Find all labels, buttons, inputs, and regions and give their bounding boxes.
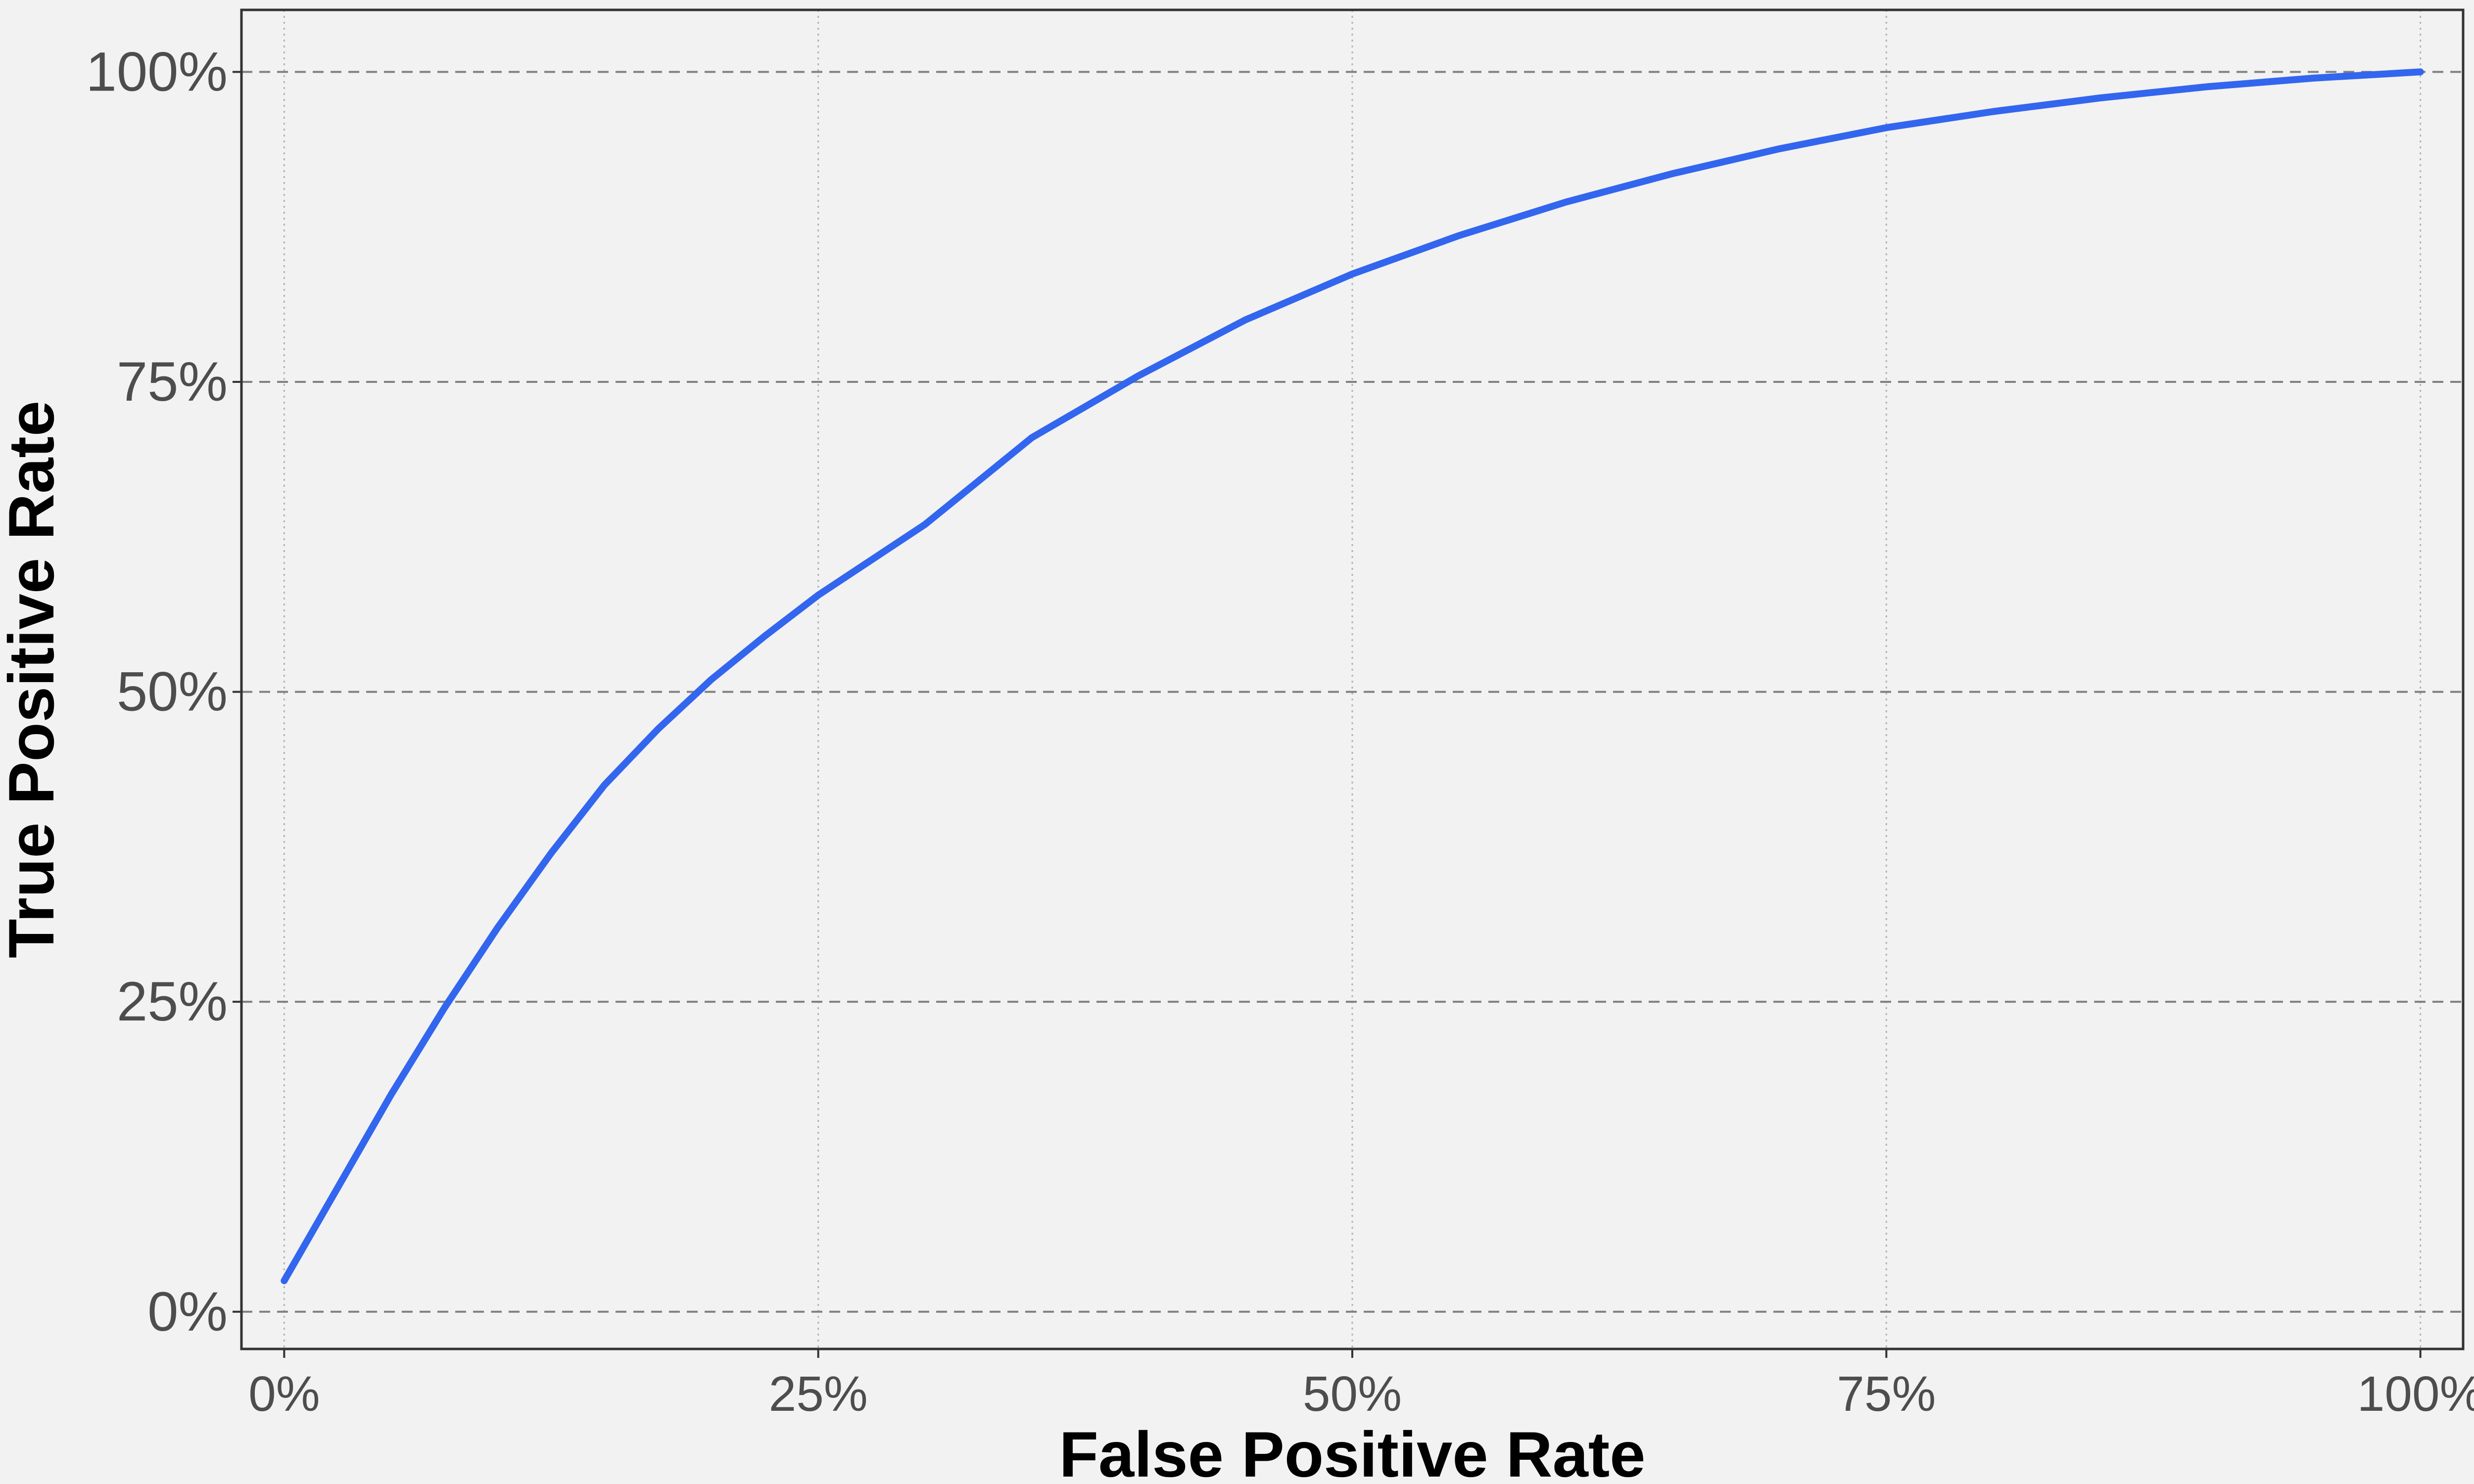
x-axis-title: False Positive Rate — [1059, 1418, 1646, 1484]
series-lines — [281, 68, 2424, 1285]
y-tick-label: 0% — [147, 1281, 228, 1343]
y-tick-label: 50% — [117, 661, 228, 723]
y-tick-label: 100% — [86, 41, 228, 102]
grid-lines — [241, 10, 2463, 1349]
y-axis: 0% 25% 50% 75% 100% — [86, 41, 241, 1343]
x-tick-label: 0% — [248, 1366, 320, 1422]
y-tick-label: 25% — [117, 971, 228, 1032]
y-tick-label: 75% — [117, 351, 228, 413]
x-tick-label: 75% — [1837, 1366, 1936, 1422]
y-axis-title: True Positive Rate — [0, 401, 67, 958]
roc-curve-line — [281, 68, 2424, 1285]
x-axis: 0% 25% 50% 75% 100% — [248, 1349, 2474, 1422]
x-tick-label: 100% — [2357, 1366, 2474, 1422]
x-tick-label: 25% — [769, 1366, 868, 1422]
x-tick-label: 50% — [1303, 1366, 1402, 1422]
